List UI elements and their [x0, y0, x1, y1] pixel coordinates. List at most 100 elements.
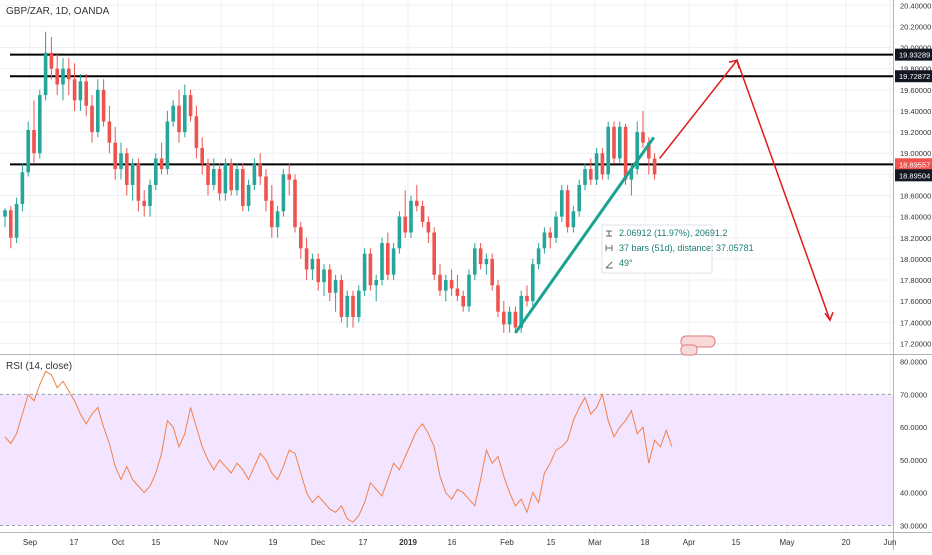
- candle-body: [96, 89, 100, 133]
- candle-body: [14, 203, 19, 238]
- candle-body: [409, 200, 413, 233]
- rsi-tick-label: 80.0000: [900, 358, 927, 367]
- candle-body: [629, 169, 634, 180]
- candle-body: [258, 163, 262, 177]
- price-tick-label: 20.40000: [900, 1, 931, 10]
- candle-body: [177, 105, 181, 133]
- events-badge-icon[interactable]: [680, 335, 716, 356]
- candle-body: [403, 216, 407, 233]
- rsi-axis-labels: 80.0000 70.0000 60.0000 50.0000 40.0000 30.00…: [900, 358, 927, 531]
- candle-body: [397, 216, 402, 249]
- candle-body: [333, 280, 338, 293]
- time-tick-label: Oct: [112, 538, 125, 547]
- candle-body: [426, 221, 431, 233]
- candle-body: [368, 253, 373, 286]
- candle-body: [316, 258, 320, 283]
- candle-body: [264, 176, 268, 201]
- price-tick-label: 20.00000: [900, 44, 931, 53]
- candle-body: [252, 163, 257, 185]
- candle-body: [322, 269, 326, 283]
- candle-body: [519, 295, 523, 328]
- price-tick-label: 19.40000: [900, 107, 931, 116]
- candle-body: [502, 311, 506, 325]
- arrow-head-up: [728, 59, 740, 69]
- candles: [3, 31, 657, 333]
- candle-body: [310, 258, 315, 270]
- candle-body: [473, 248, 477, 275]
- candle-body: [467, 274, 471, 307]
- candle-body: [339, 280, 344, 318]
- time-tick-label: 17: [70, 538, 79, 547]
- candle-body: [148, 184, 152, 207]
- price-tick-label: 18.40000: [900, 213, 931, 222]
- rsi-band-fill: [0, 394, 893, 526]
- price-tick-label: 17.20000: [900, 339, 931, 348]
- price-tag-label: 18.89504: [899, 171, 930, 180]
- candle-body: [299, 227, 303, 249]
- price-tag-label: 18.89557: [899, 160, 930, 169]
- candle-body: [270, 200, 274, 228]
- candle-body: [600, 153, 605, 175]
- candle-body: [548, 232, 552, 238]
- candle-body: [49, 52, 54, 69]
- rsi-line: [4, 370, 673, 523]
- candle-body: [246, 184, 251, 207]
- candle-body: [507, 311, 512, 325]
- candle-body: [531, 264, 535, 302]
- candle-body: [606, 126, 610, 175]
- rsi-tick-label: 40.0000: [900, 489, 927, 498]
- candle-body: [142, 200, 146, 207]
- candle-body: [241, 169, 245, 207]
- candle-body: [391, 248, 396, 275]
- rsi-title[interactable]: RSI (14, close): [6, 361, 73, 372]
- measure-stats: 2.06912 (11.97%), 20691.2 37 bars (51d),…: [601, 224, 754, 274]
- candle-body: [380, 243, 384, 281]
- price-tag-bg: [895, 169, 932, 182]
- candle-body: [490, 258, 494, 286]
- candle-body: [154, 158, 158, 185]
- range-icon: [606, 230, 612, 237]
- candle-body: [229, 163, 233, 191]
- candle-body: [461, 295, 465, 307]
- price-tick-label: 19.80000: [900, 65, 931, 74]
- candle-body: [432, 232, 436, 275]
- trend-line: [514, 136, 656, 334]
- stats-range: 2.06912 (11.97%), 20691.2: [619, 228, 727, 238]
- candle-body: [113, 142, 117, 170]
- candle-body: [32, 129, 36, 154]
- angle-icon: [605, 261, 613, 269]
- candle-body: [415, 200, 419, 207]
- price-tick-label: 19.20000: [900, 128, 931, 137]
- symbol-title[interactable]: GBP/ZAR, 1D, OANDA: [6, 6, 110, 17]
- candle-body: [420, 206, 425, 222]
- candle-body: [444, 280, 448, 291]
- price-tick-label: 17.40000: [900, 318, 931, 327]
- time-tick-label: Jun: [884, 538, 897, 547]
- price-tag-bg: [895, 70, 932, 83]
- time-tick-label: 2019: [399, 538, 417, 547]
- candle-body: [635, 132, 639, 170]
- candle-body: [78, 81, 83, 101]
- price-tick-label: 17.60000: [900, 297, 931, 306]
- candle-body: [652, 158, 657, 175]
- candle-body: [484, 258, 489, 265]
- price-tag-label: 19.72872: [899, 72, 930, 81]
- candle-body: [304, 248, 309, 270]
- rsi-tick-label: 60.0000: [900, 423, 927, 432]
- price-tick-label: 19.00000: [900, 149, 931, 158]
- candle-body: [171, 105, 175, 122]
- candle-body: [345, 295, 349, 318]
- candle-body: [43, 52, 48, 96]
- time-tick-label: Nov: [214, 538, 228, 547]
- candle-body: [130, 163, 135, 185]
- price-tick-label: 18.60000: [900, 191, 931, 200]
- candle-body: [217, 169, 222, 194]
- time-tick-label: 16: [448, 538, 457, 547]
- candle-body: [84, 81, 88, 106]
- candle-body: [623, 126, 628, 180]
- candle-body: [583, 169, 587, 185]
- candle-body: [206, 163, 210, 185]
- candle-body: [90, 105, 94, 133]
- candle-body: [26, 129, 30, 173]
